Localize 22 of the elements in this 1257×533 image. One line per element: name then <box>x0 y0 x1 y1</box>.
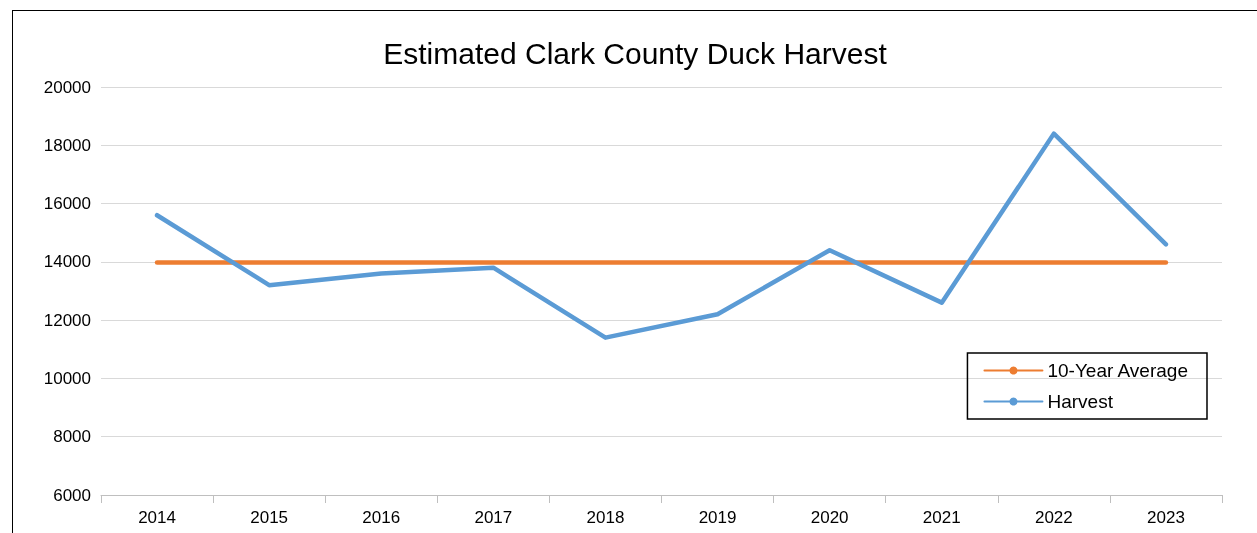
y-tick-label: 6000 <box>53 485 91 505</box>
chart-title: Estimated Clark County Duck Harvest <box>383 36 888 70</box>
x-tick-label: 2020 <box>810 508 849 527</box>
x-tick-label: 2014 <box>138 508 176 527</box>
x-tick-label: 2018 <box>586 508 625 527</box>
legend-label: 10-Year Average <box>1047 360 1188 381</box>
legend-label: Harvest <box>1047 391 1114 412</box>
x-tick-label: 2017 <box>474 508 513 527</box>
x-tick-label: 2022 <box>1034 508 1073 527</box>
line-series <box>154 131 1169 340</box>
y-tick-label: 20000 <box>43 77 91 97</box>
y-tick-label: 16000 <box>43 194 91 214</box>
y-tick-label: 18000 <box>43 135 91 155</box>
y-tick-label: 14000 <box>43 252 91 272</box>
x-tick-label: 2016 <box>362 508 401 527</box>
y-tick-label: 8000 <box>53 427 91 447</box>
x-tick-label: 2015 <box>250 508 289 527</box>
x-tick-label: 2023 <box>1147 508 1185 527</box>
y-tick-label: 12000 <box>43 310 91 330</box>
x-tick-label: 2019 <box>698 508 737 527</box>
y-tick-label: 10000 <box>43 368 91 388</box>
x-tick-label: 2021 <box>922 508 961 527</box>
